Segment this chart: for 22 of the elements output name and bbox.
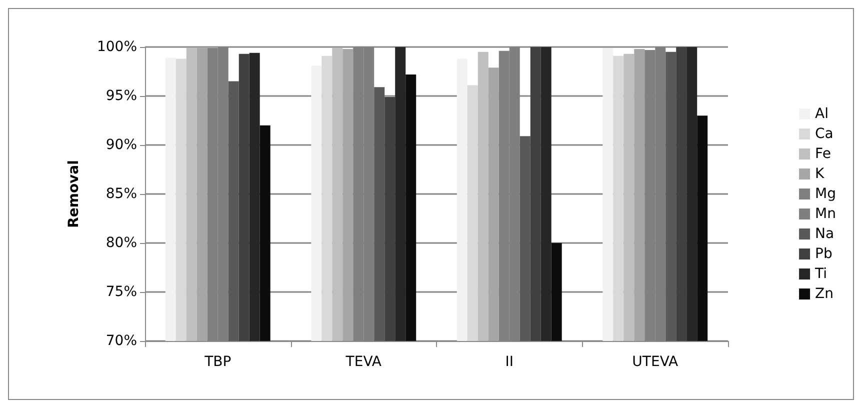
legend-label: Al [815, 106, 829, 122]
legend-label: Mn [815, 206, 836, 222]
x-tick-label: II [505, 354, 514, 370]
y-tick-label: 80% [106, 235, 137, 251]
y-tick-label: 75% [106, 284, 137, 300]
x-tick-label: UTEVA [632, 354, 678, 370]
y-tick-label: 70% [106, 333, 137, 349]
legend-label: Zn [815, 286, 834, 302]
y-tick-label: 85% [106, 186, 137, 202]
y-tick-label: 95% [106, 88, 137, 104]
y-tick-label: 100% [96, 39, 137, 55]
legend-label: Fe [815, 146, 831, 162]
legend-label: Ti [814, 266, 828, 282]
x-tick-label: TBP [204, 354, 232, 370]
y-tick-label: 90% [106, 137, 137, 153]
y-axis-title: Removal [66, 160, 82, 228]
x-tick-label: TEVA [344, 354, 382, 370]
legend-label: Mg [815, 186, 836, 202]
legend-label: Pb [815, 246, 832, 262]
legend-label: Na [815, 226, 834, 242]
legend-label: K [815, 166, 826, 182]
legend-label: Ca [815, 126, 834, 142]
